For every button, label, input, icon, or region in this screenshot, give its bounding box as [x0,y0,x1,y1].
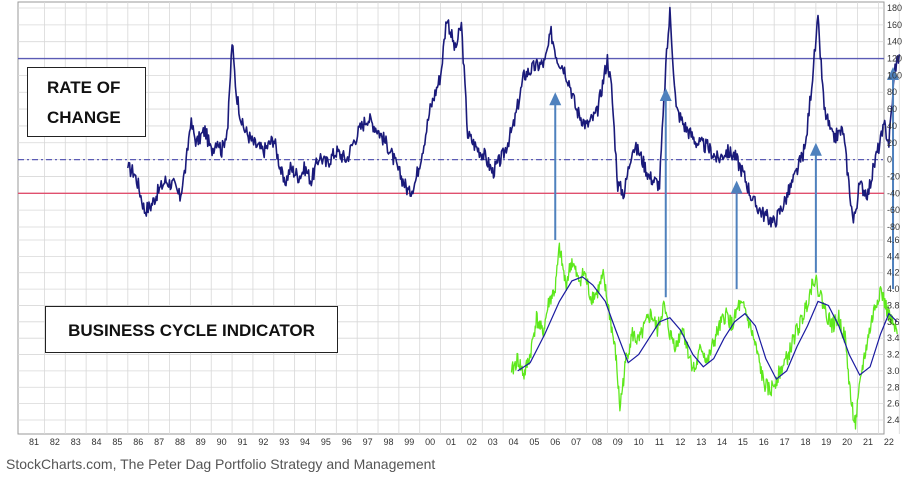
y-tick-bci: 3.8 [887,300,900,310]
x-tick: 12 [675,437,685,447]
x-tick: 14 [717,437,727,447]
rate-of-change-label-line2: CHANGE [47,108,121,127]
x-tick: 98 [383,437,393,447]
x-tick: 22 [884,437,894,447]
y-tick-roc: 160 [887,20,902,30]
arrow-head-5 [887,66,900,80]
y-tick-roc: -20 [887,171,900,181]
x-tick: 87 [154,437,164,447]
x-tick: 85 [112,437,122,447]
arrow-head-2 [659,88,672,102]
x-tick: 06 [550,437,560,447]
x-tick: 13 [696,437,706,447]
x-tick: 93 [279,437,289,447]
y-tick-roc: 120 [887,54,902,64]
x-tick: 08 [592,437,602,447]
x-tick: 88 [175,437,185,447]
y-tick-bci: 3.0 [887,366,900,376]
x-tick: 84 [92,437,102,447]
x-tick: 90 [217,437,227,447]
x-tick: 07 [571,437,581,447]
x-tick: 16 [759,437,769,447]
y-tick-bci: 3.6 [887,317,900,327]
x-tick: 02 [467,437,477,447]
plot-border [17,1,885,435]
rate-of-change-label-line1: RATE OF [47,78,121,97]
series-line-rate-of-change [127,6,901,228]
x-tick: 10 [634,437,644,447]
arrow-head-4 [809,142,822,156]
y-tick-roc: 60 [887,104,897,114]
y-tick-roc: 0 [887,155,892,165]
x-tick: 15 [738,437,748,447]
x-tick: 89 [196,437,206,447]
chart-frame: 180 160 140 120 100 80 60 40 20 0 -20 -40 -60 -80 4.6 4… [17,1,902,447]
y-tick-roc: -60 [887,205,900,215]
x-tick: 83 [71,437,81,447]
x-tick: 17 [780,437,790,447]
y-tick-bci: 4.2 [887,268,900,278]
x-tick: 01 [446,437,456,447]
tick-layer: 180160140120100806040200-20-40-60-804.64… [29,3,902,447]
business-cycle-indicator-label: BUSINESS CYCLE INDICATOR [45,306,338,353]
x-tick: 19 [821,437,831,447]
series-layer [127,6,901,430]
y-tick-bci: 2.8 [887,382,900,392]
y-tick-bci: 2.6 [887,399,900,409]
x-tick: 97 [363,437,373,447]
x-tick: 86 [133,437,143,447]
x-tick: 18 [800,437,810,447]
chart-svg: 180160140120100806040200-20-40-60-804.64… [17,1,902,447]
y-tick-roc: 140 [887,37,902,47]
x-tick: 00 [425,437,435,447]
source-note: StockCharts.com, The Peter Dag Portfolio… [6,456,436,472]
x-tick: 05 [529,437,539,447]
y-tick-bci: 4.4 [887,251,900,261]
y-tick-roc: 100 [887,70,902,80]
x-tick: 91 [237,437,247,447]
y-tick-roc: -80 [887,222,900,232]
x-tick: 99 [404,437,414,447]
y-tick-roc: 20 [887,138,897,148]
y-tick-roc: 80 [887,87,897,97]
arrow-head-3 [730,180,743,194]
grid-layer [18,2,900,434]
series-line-bci-raw [510,242,898,430]
x-tick: 96 [342,437,352,447]
y-tick-bci: 4.6 [887,235,900,245]
rate-of-change-label: RATE OF CHANGE [27,67,146,137]
x-tick: 04 [509,437,519,447]
y-tick-bci: 3.4 [887,333,900,343]
x-tick: 21 [863,437,873,447]
series-line-bci-smoothed [517,276,898,381]
x-tick: 92 [258,437,268,447]
x-tick: 20 [842,437,852,447]
x-tick: 09 [613,437,623,447]
x-tick: 03 [488,437,498,447]
arrow-layer [549,66,900,298]
y-tick-bci: 2.4 [887,415,900,425]
y-tick-roc: 180 [887,3,902,13]
y-tick-bci: 3.2 [887,350,900,360]
y-tick-bci: 4.0 [887,284,900,294]
x-tick: 82 [50,437,60,447]
x-tick: 81 [29,437,39,447]
y-tick-roc: -40 [887,188,900,198]
arrow-head-1 [549,92,562,106]
x-tick: 94 [300,437,310,447]
x-tick: 11 [655,437,664,447]
y-tick-roc: 40 [887,121,897,131]
x-tick: 95 [321,437,331,447]
